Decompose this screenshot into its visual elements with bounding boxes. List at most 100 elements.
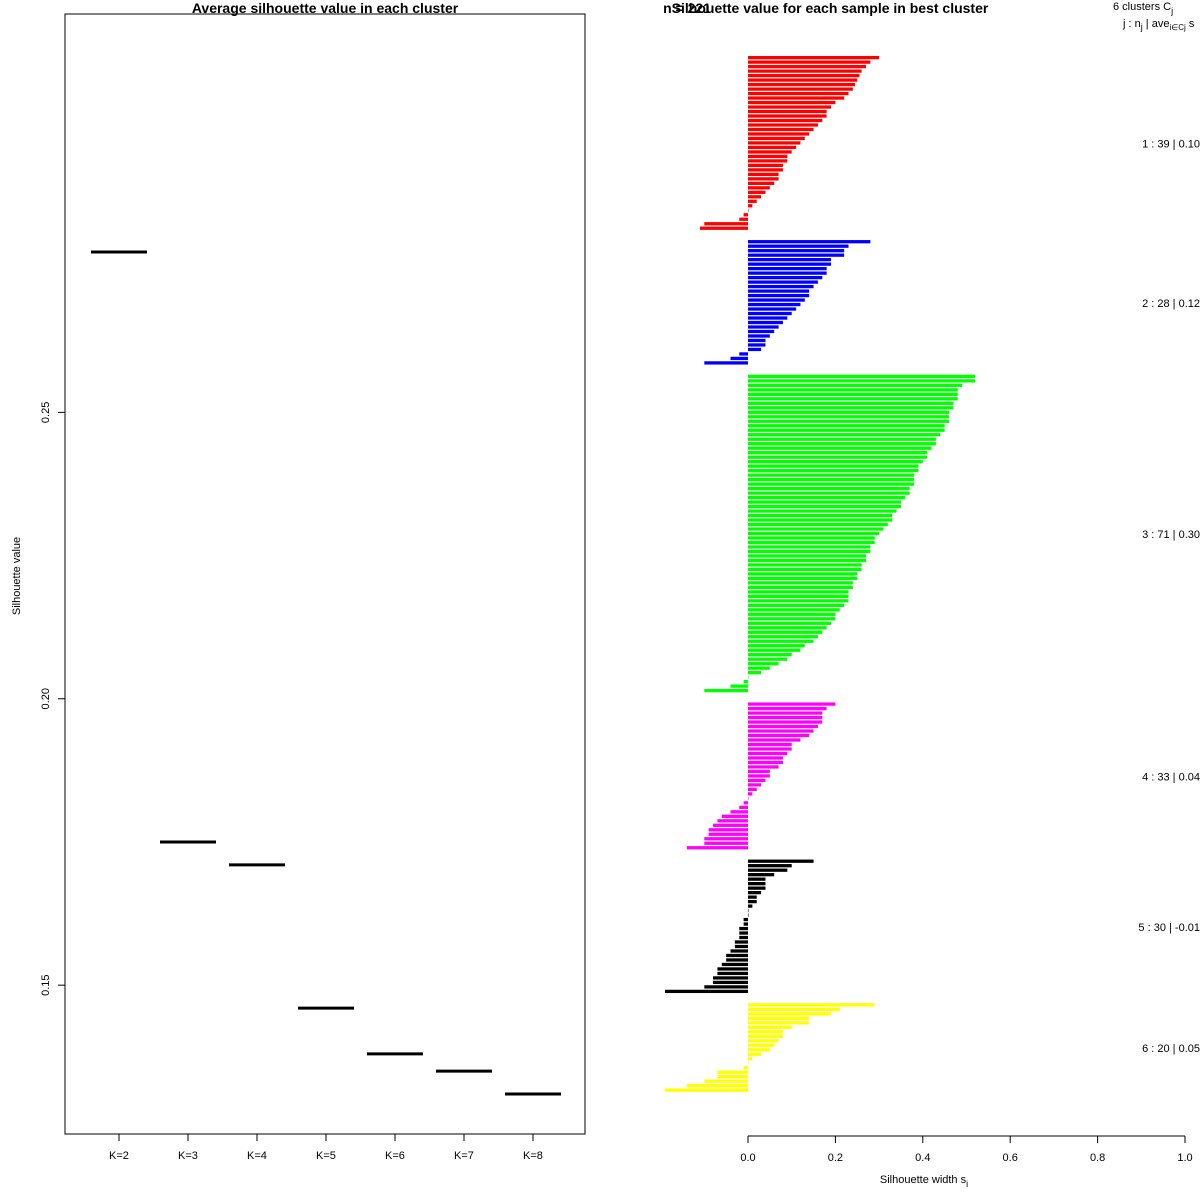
silhouette-bar — [748, 482, 915, 486]
silhouette-bar — [748, 504, 901, 509]
silhouette-bar — [730, 684, 748, 688]
silhouette-bar — [748, 87, 853, 91]
silhouette-bar — [748, 428, 945, 432]
left-plot-frame — [64, 13, 586, 1135]
silhouette-bar — [713, 976, 748, 980]
silhouette-bar — [748, 464, 919, 468]
silhouette-bar — [743, 917, 748, 922]
silhouette-bar — [748, 1061, 749, 1065]
silhouette-bar — [748, 603, 845, 607]
silhouette-bar — [748, 60, 871, 64]
left-series-segments — [91, 250, 561, 1096]
silhouette-bar — [748, 495, 906, 500]
silhouette-bar — [748, 325, 779, 329]
silhouette-bar — [748, 1052, 762, 1056]
silhouette-bar — [748, 253, 845, 257]
left-x-tick-label: K=8 — [523, 1150, 543, 1162]
silhouette-bar — [717, 967, 748, 971]
silhouette-bar — [748, 1021, 810, 1025]
left-y-axis: 0.15 0.20 0.25 — [40, 402, 66, 996]
legend-header-line2-c: s — [1186, 18, 1195, 30]
silhouette-bar — [748, 311, 792, 316]
silhouette-bar — [743, 801, 748, 805]
silhouette-bar — [708, 832, 748, 836]
legend-header-line1: 6 clusters Cj — [1113, 1, 1173, 16]
silhouette-bar — [748, 899, 757, 904]
right-x-tick-label: 0.4 — [915, 1152, 930, 1164]
silhouette-bar — [748, 706, 827, 711]
silhouette-bar — [748, 877, 766, 881]
silhouette-bar — [748, 531, 880, 536]
silhouette-bar — [699, 226, 748, 230]
silhouette-bar — [748, 612, 836, 616]
silhouette-bar — [664, 1088, 748, 1092]
silhouette-bar — [748, 787, 757, 792]
silhouette-bar — [748, 630, 823, 634]
silhouette-bar — [717, 1070, 748, 1074]
silhouette-bar — [748, 1016, 810, 1020]
silhouette-bar — [748, 437, 936, 441]
cluster-label: 4 : 33 | 0.04 — [1142, 772, 1200, 784]
silhouette-bar — [748, 653, 792, 657]
silhouette-bar — [748, 451, 928, 455]
silhouette-bar — [717, 1075, 748, 1079]
silhouette-bar — [748, 298, 805, 302]
right-x-axis-label: Silhouette width si — [880, 1174, 968, 1189]
silhouette-bar — [748, 747, 792, 751]
silhouette-bar — [748, 648, 801, 652]
silhouette-bar — [748, 639, 814, 643]
silhouette-bar — [748, 513, 893, 518]
silhouette-bar — [748, 208, 749, 212]
silhouette-bar — [748, 477, 915, 482]
silhouette-bar — [748, 1030, 783, 1034]
left-y-tick-label: 0.20 — [40, 688, 52, 709]
left-x-axis: K=2 K=3 K=4 K=5 K=6 K=7 K=8 — [109, 1133, 543, 1162]
legend-header-line2-sub: j — [1140, 22, 1143, 32]
left-x-tick-label: K=6 — [385, 1150, 405, 1162]
legend-header-line2-sub2: i∈Cj — [1169, 23, 1186, 32]
silhouette-bars — [664, 56, 976, 1092]
silhouette-bar — [748, 455, 928, 459]
silhouette-bar — [721, 962, 748, 967]
silhouette-bar — [748, 527, 884, 531]
silhouette-bar — [748, 626, 827, 630]
silhouette-bar — [748, 518, 893, 522]
silhouette-bar — [708, 828, 748, 832]
legend-header-line2: j : nj | avei∈Cj s — [1122, 18, 1195, 32]
silhouette-bar — [748, 581, 853, 585]
silhouette-bar — [748, 486, 910, 491]
silhouette-bar — [748, 1034, 783, 1038]
silhouette-bar — [748, 338, 766, 343]
left-y-tick-label: 0.25 — [40, 402, 52, 423]
silhouette-bar — [748, 635, 818, 639]
silhouette-bar — [748, 657, 788, 661]
silhouette-bar — [748, 96, 845, 100]
silhouette-bar — [748, 249, 845, 253]
silhouette-bar — [748, 1003, 875, 1007]
left-y-tick-label: 0.15 — [40, 974, 52, 995]
right-x-axis: 0.0 0.2 0.4 0.6 0.8 1.0 — [740, 1135, 1193, 1164]
silhouette-bar — [748, 886, 766, 890]
silhouette-bar — [721, 814, 748, 818]
silhouette-bar — [748, 491, 910, 495]
silhouette-bar — [748, 1048, 770, 1052]
silhouette-bar — [739, 805, 748, 809]
silhouette-bar — [704, 222, 748, 226]
silhouette-bar — [748, 195, 762, 199]
silhouette-bar — [748, 168, 783, 172]
silhouette-bar — [748, 558, 866, 563]
silhouette-bar — [748, 913, 749, 917]
silhouette-bar — [748, 671, 762, 675]
cluster-label: 3 : 71 | 0.30 — [1142, 529, 1200, 541]
silhouette-bar — [748, 56, 880, 60]
silhouette-bar — [748, 1057, 753, 1061]
cluster-label: 1 : 39 | 0.10 — [1142, 139, 1200, 151]
silhouette-bar — [748, 540, 875, 545]
silhouette-bar — [748, 760, 783, 765]
silhouette-bar — [748, 442, 936, 446]
silhouette-bar — [748, 1043, 775, 1047]
legend-header-line2-b: | ave — [1143, 18, 1170, 30]
legend-header-line2-a: j : n — [1122, 18, 1141, 30]
silhouette-bar — [748, 608, 840, 612]
left-x-tick-label: K=4 — [247, 1150, 267, 1162]
